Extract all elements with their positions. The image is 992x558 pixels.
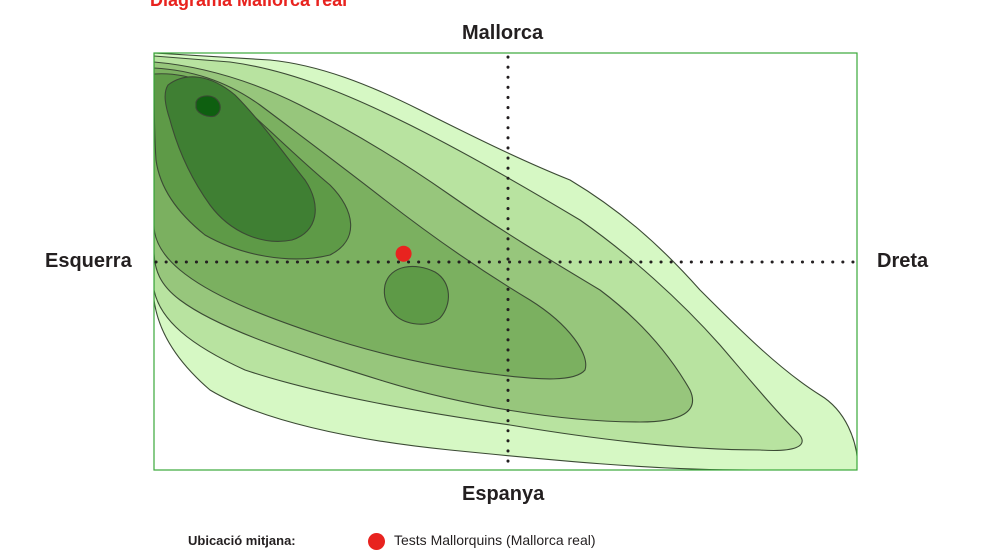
- chart-title: Diagrama Mallorca real: [150, 0, 348, 10]
- contour-level-6: [164, 76, 316, 242]
- legend-entry-label: Tests Mallorquins (Mallorca real): [394, 532, 596, 548]
- points-layer: [395, 245, 412, 262]
- plot-frame: [153, 52, 858, 471]
- legend-marker: [368, 533, 385, 550]
- contour-island: [383, 265, 449, 325]
- contour-level-7: [195, 95, 221, 118]
- axis-label-right: Dreta: [877, 250, 929, 272]
- axis-label-left: Esquerra: [45, 250, 132, 272]
- axis-label-bottom: Espanya: [462, 483, 545, 505]
- legend-title: Ubicació mitjana:: [188, 533, 296, 548]
- axis-label-top: Mallorca: [462, 22, 544, 44]
- data-point-1: [395, 245, 412, 262]
